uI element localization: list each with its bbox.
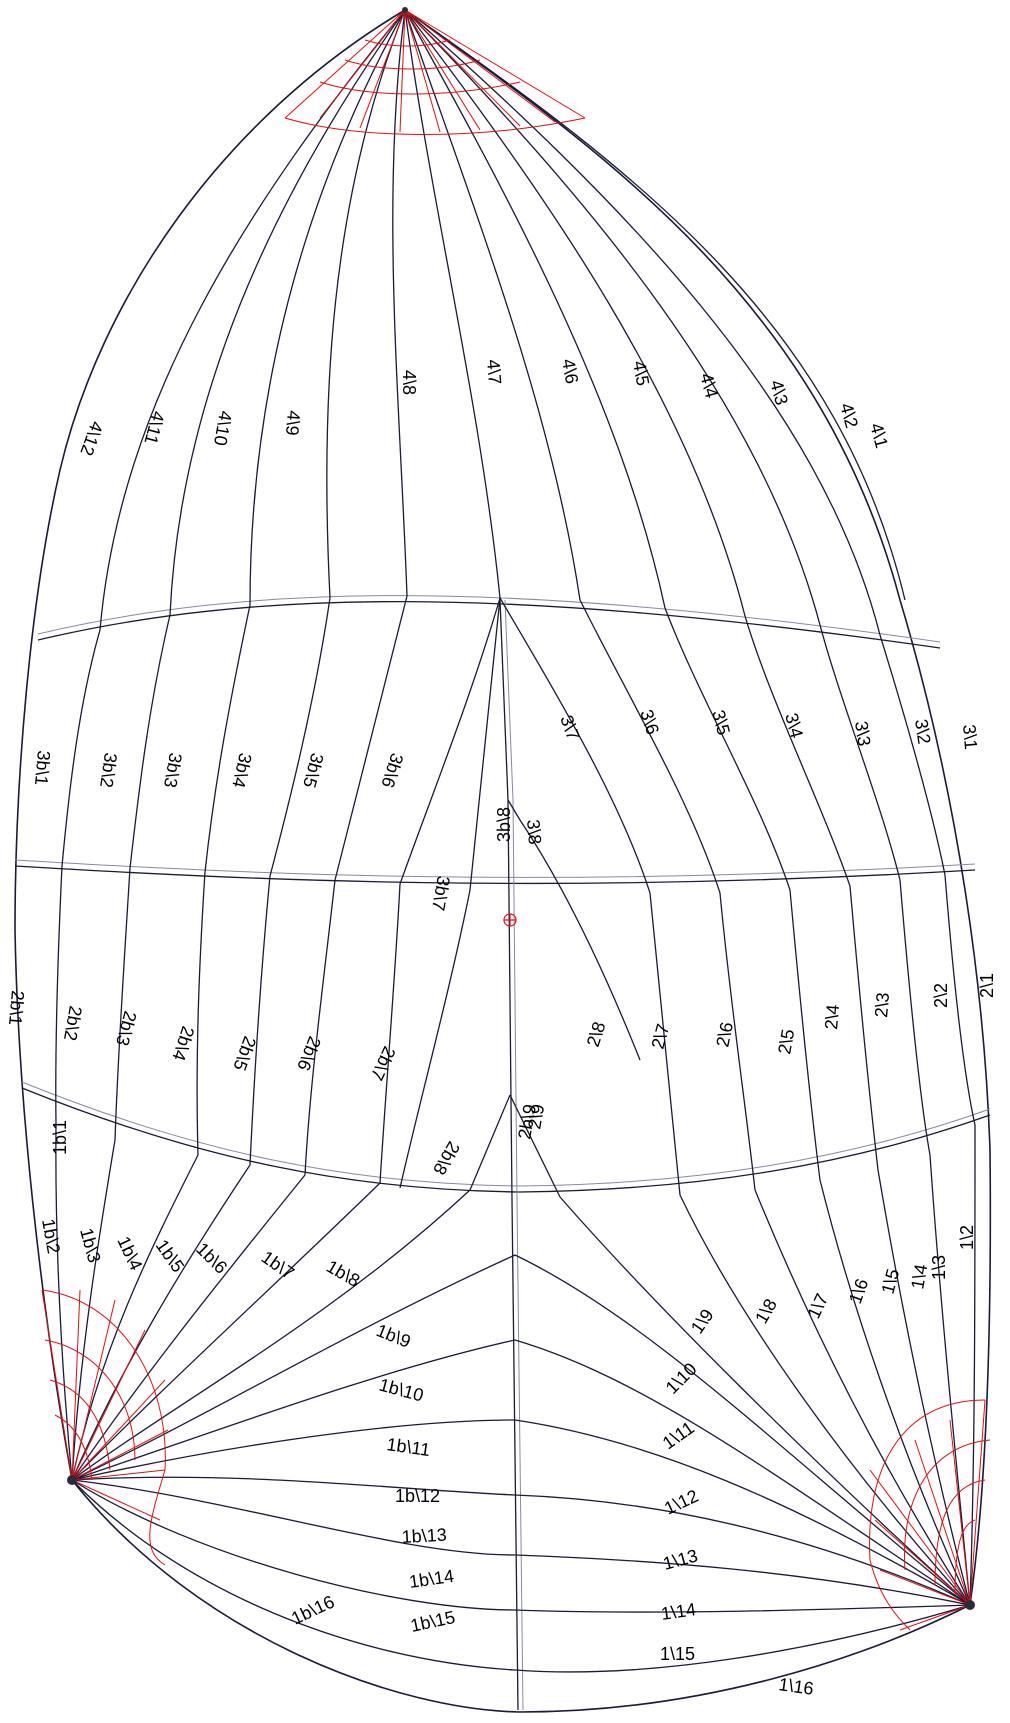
label-3b-2: 3b\2 — [96, 751, 121, 788]
label-2-4: 2\4 — [821, 1004, 843, 1031]
clew-reinforcement — [869, 1399, 991, 1631]
label-1-16: 1\16 — [777, 1674, 814, 1699]
label-1-7: 1\7 — [803, 1291, 832, 1322]
label-3-7: 3\7 — [556, 713, 583, 743]
label-2b-4: 2b\4 — [168, 1024, 198, 1064]
label-2b-6: 2b\6 — [293, 1034, 325, 1074]
label-1b-1: 1b\1 — [50, 1120, 70, 1155]
label-3-8: 3\8 — [523, 819, 545, 846]
label-2b-9: 2b\9 — [514, 1103, 540, 1141]
sail-left-luff — [14, 9, 406, 1481]
label-1-4: 1\4 — [907, 1263, 931, 1291]
label-1b-4: 1b\4 — [113, 1233, 146, 1273]
label-1b-10: 1b\10 — [377, 1375, 426, 1406]
label-4-2: 4\2 — [836, 401, 862, 430]
head-reinforcement — [284, 9, 586, 135]
label-1b-14: 1b\14 — [408, 1566, 455, 1592]
label-1b-8: 1b\8 — [323, 1256, 363, 1291]
label-4-6: 4\6 — [558, 357, 582, 385]
label-1-15: 1\15 — [660, 1644, 695, 1664]
label-1-13: 1\13 — [661, 1545, 700, 1573]
label-2-8: 2\8 — [583, 1019, 610, 1049]
lower-mid-panel-lines — [55, 865, 976, 1198]
label-2b-3: 2b\3 — [112, 1009, 140, 1048]
label-3-3: 3\3 — [851, 720, 874, 748]
label-3b-4: 3b\4 — [228, 751, 255, 790]
label-2-5: 2\5 — [774, 1028, 798, 1056]
horizontal-seams — [14, 595, 991, 1193]
sail-foot — [71, 1479, 971, 1713]
label-4-10: 4\10 — [210, 409, 236, 447]
center-marker-icon — [503, 913, 517, 927]
label-1b-9: 1b\9 — [374, 1320, 414, 1352]
head-corner — [402, 7, 408, 13]
tack-corner — [67, 1475, 77, 1485]
label-3-2: 3\2 — [911, 718, 934, 746]
label-1b-2: 1b\2 — [38, 1217, 64, 1255]
label-3b-3: 3b\3 — [160, 751, 186, 789]
label-3b-7: 3b\7 — [428, 874, 454, 912]
label-3-6: 3\6 — [636, 707, 663, 737]
label-1b-11: 1b\11 — [385, 1434, 431, 1460]
label-1b-12: 1b\12 — [395, 1486, 440, 1506]
label-1-14: 1\14 — [660, 1599, 697, 1624]
label-1-10: 1\10 — [662, 1359, 701, 1398]
label-2b-2: 2b\2 — [60, 1004, 86, 1042]
label-4-3: 4\3 — [766, 378, 792, 407]
label-1-6: 1\6 — [845, 1276, 872, 1306]
label-4-4: 4\4 — [696, 371, 722, 400]
label-2-7: 2\7 — [648, 1022, 674, 1051]
label-2b-8: 2b\8 — [429, 1138, 464, 1178]
panel-labels: 4\1 4\2 4\3 4\4 4\5 4\6 4\7 4\8 4\9 4\10… — [5, 357, 997, 1699]
label-1-3: 1\3 — [929, 1255, 949, 1280]
mid-panel-lines — [61, 595, 946, 1061]
tack-radial-lines — [55, 1124, 516, 1671]
label-2-1: 2\1 — [977, 973, 997, 998]
label-3-1: 3\1 — [959, 724, 981, 751]
label-1b-16: 1b\16 — [288, 1591, 337, 1628]
label-4-11: 4\11 — [140, 409, 168, 447]
clew-corner — [965, 1600, 975, 1610]
label-3-5: 3\5 — [708, 708, 734, 737]
label-2-9: 2\9 — [524, 1103, 548, 1131]
sail-right-luff — [404, 9, 992, 1606]
label-4-7: 4\7 — [483, 359, 505, 386]
label-4-5: 4\5 — [629, 359, 653, 387]
upper-radial-lines — [99, 9, 906, 636]
label-2-2: 2\2 — [931, 983, 951, 1008]
label-1-9: 1\9 — [687, 1305, 718, 1337]
label-1b-15: 1b\15 — [409, 1607, 457, 1636]
label-2-3: 2\3 — [871, 992, 893, 1019]
label-2b-7: 2b\7 — [367, 1043, 400, 1083]
label-3-4: 3\4 — [781, 711, 807, 740]
label-1-8: 1\8 — [751, 1295, 781, 1327]
label-4-12: 4\12 — [76, 419, 107, 459]
label-3b-6: 3b\6 — [377, 751, 407, 791]
clew-radial-lines — [514, 1124, 976, 1673]
label-4-9: 4\9 — [282, 410, 304, 437]
label-1b-7: 1b\7 — [258, 1247, 298, 1283]
label-3b-5: 3b\5 — [299, 751, 327, 790]
center-seam — [499, 599, 519, 1711]
label-3b-8: 3b\8 — [494, 807, 514, 842]
label-4-8: 4\8 — [399, 370, 419, 395]
tack-reinforcement — [41, 1289, 169, 1566]
label-4-1: 4\1 — [866, 421, 892, 450]
label-1-2: 1\2 — [957, 1225, 977, 1250]
label-1b-13: 1b\13 — [401, 1525, 447, 1547]
label-3b-1: 3b\1 — [31, 750, 54, 787]
label-2-6: 2\6 — [712, 1020, 737, 1049]
label-2b-1: 2b\1 — [5, 990, 28, 1027]
